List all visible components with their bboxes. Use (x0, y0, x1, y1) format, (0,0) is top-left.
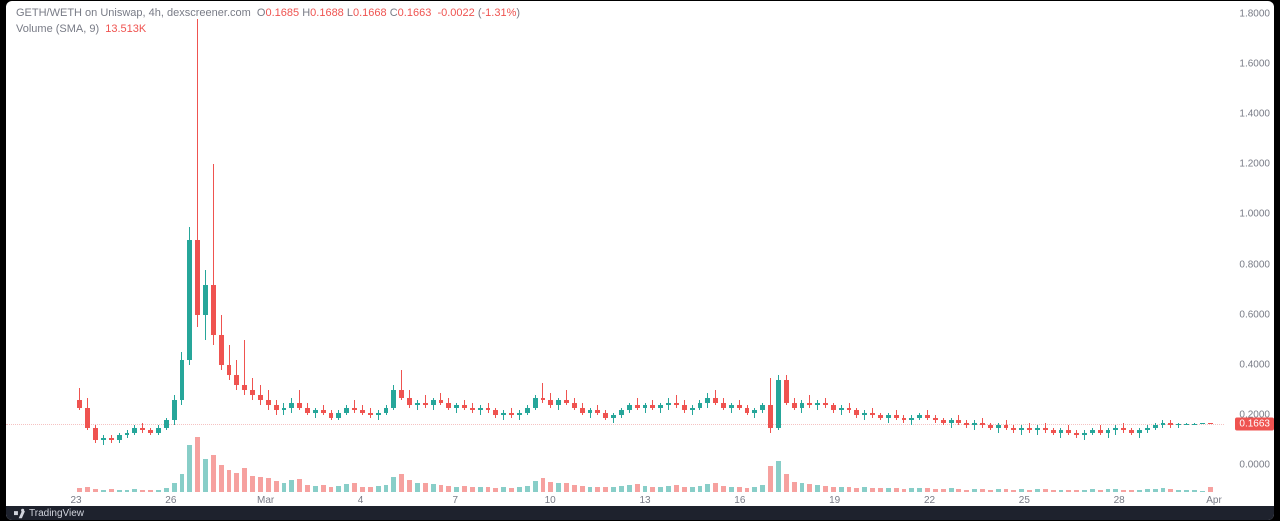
price-tick: 1.0000 (1239, 209, 1270, 220)
price-tick: 1.8000 (1239, 8, 1270, 19)
price-tick: 0.6000 (1239, 309, 1270, 320)
time-tick: 28 (1114, 495, 1125, 506)
time-axis[interactable]: 23 26 Mar 4 7 10 13 16 19 22 25 28 Apr (6, 492, 1224, 506)
time-tick: 4 (358, 495, 364, 506)
time-tick: 10 (545, 495, 556, 506)
price-tick: 1.6000 (1239, 58, 1270, 69)
price-tick: 0.0000 (1239, 460, 1270, 471)
price-tick: 1.4000 (1239, 108, 1270, 119)
chart-frame: GETH/WETH on Uniswap, 4h, dexscreener.co… (6, 1, 1274, 520)
time-tick: 23 (70, 495, 81, 506)
time-tick: 13 (639, 495, 650, 506)
time-tick: 7 (453, 495, 459, 506)
time-tick: 16 (734, 495, 745, 506)
tradingview-footer: TradingView (6, 506, 1274, 520)
footer-label: TradingView (29, 508, 84, 519)
price-axis[interactable]: 0.16630.00000.20000.40000.60000.80001.00… (1224, 1, 1274, 492)
time-tick: 19 (829, 495, 840, 506)
price-tick: 0.2000 (1239, 410, 1270, 421)
time-tick: 25 (1019, 495, 1030, 506)
price-tick: 1.2000 (1239, 159, 1270, 170)
time-tick: Apr (1206, 495, 1222, 506)
tradingview-icon (14, 508, 25, 519)
price-tick: 0.8000 (1239, 259, 1270, 270)
time-tick: 22 (924, 495, 935, 506)
time-tick: Mar (257, 495, 274, 506)
time-tick: 26 (165, 495, 176, 506)
price-tick: 0.4000 (1239, 360, 1270, 371)
candlestick-chart[interactable] (6, 1, 1224, 492)
